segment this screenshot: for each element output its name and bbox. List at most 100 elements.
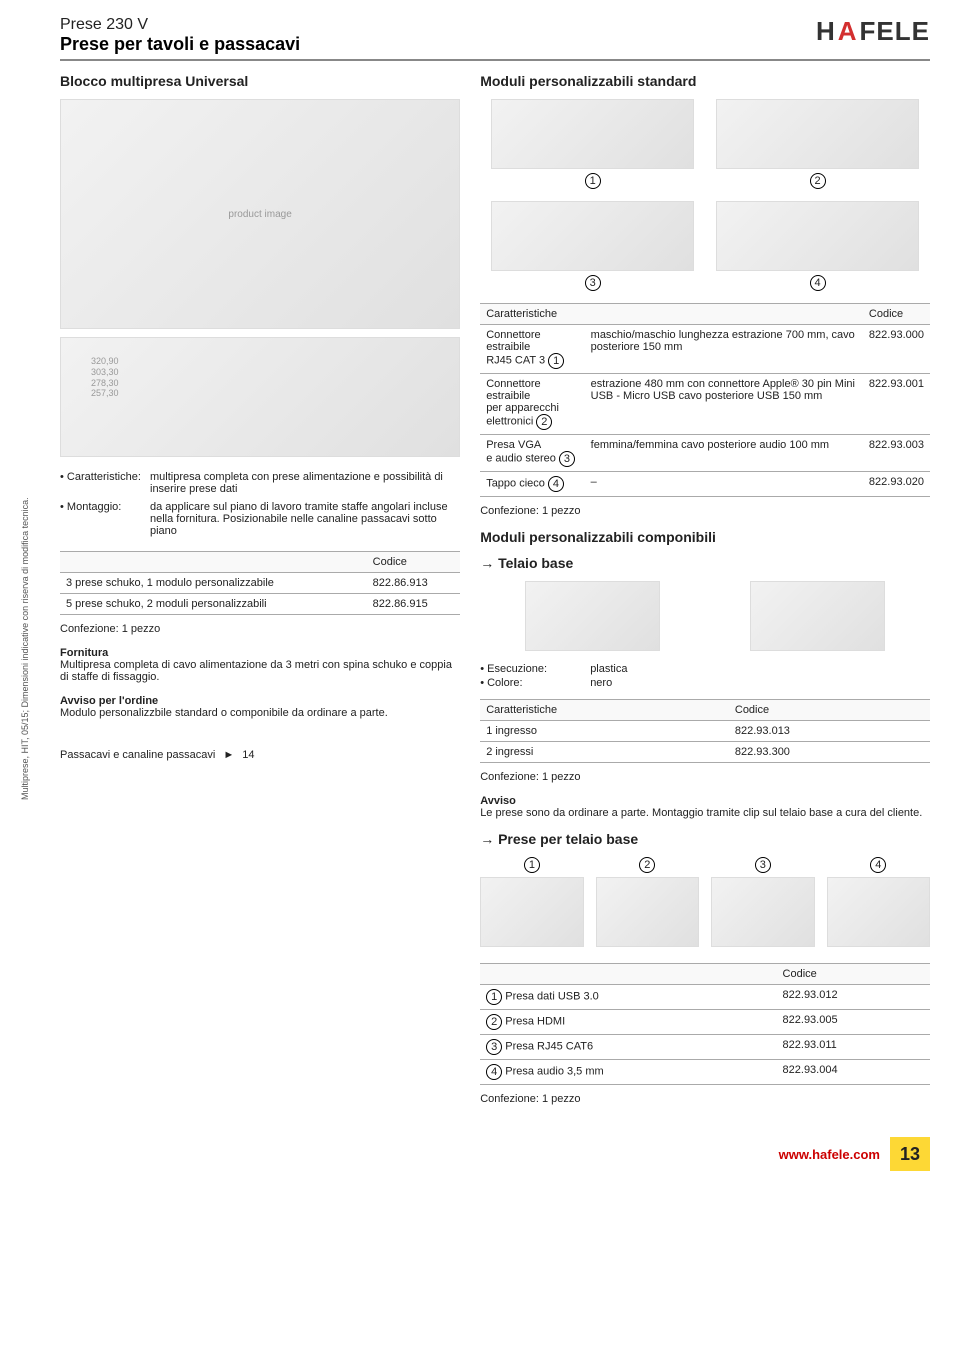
presa-image-3 (711, 877, 814, 947)
table1-header-codice: Codice (367, 552, 461, 573)
colore-value: nero (590, 677, 612, 689)
t2-r1-code: 822.93.000 (863, 325, 930, 374)
t2-r1-c2: maschio/maschio lunghezza estrazione 700… (585, 325, 863, 374)
dim-4: 257,30 (91, 388, 119, 399)
circled-p3-icon: 3 (755, 857, 771, 873)
t3-r1-code: 822.93.013 (729, 721, 930, 742)
arrow-icon: ► (223, 749, 234, 761)
right-column: Moduli personalizzabili standard 1 2 3 (480, 73, 930, 1117)
dim-2: 303,30 (91, 367, 119, 378)
t2-r3-c2: femmina/femmina cavo posteriore audio 10… (585, 435, 863, 472)
module-images-row-1: 1 2 (480, 99, 930, 189)
table-prese-telaio: Codice 1 Presa dati USB 3.0 822.93.012 2… (480, 963, 930, 1085)
t3-r2-desc: 2 ingressi (480, 742, 729, 763)
crossref: Passacavi e canaline passacavi ► 14 (60, 749, 460, 761)
t2-r4-c1: Tappo cieco 4 (480, 472, 584, 497)
module-images-row-2: 3 4 (480, 201, 930, 291)
prese-telaio-images: 1 2 3 4 (480, 857, 930, 947)
circled-p2-icon: 2 (639, 857, 655, 873)
footer-url: www.hafele.com (779, 1147, 880, 1162)
mounting-label: Montaggio: (60, 501, 150, 537)
characteristics-list: Caratteristiche: multipresa completa con… (60, 471, 460, 537)
telaio-base-title: Telaio base (480, 555, 930, 571)
technical-drawing: 320,90 303,30 278,30 257,30 (60, 337, 460, 457)
circled-1-icon: 1 (585, 173, 601, 189)
t2-r4-code: 822.93.020 (863, 472, 930, 497)
t4-r4: 4 Presa audio 3,5 mm (480, 1060, 776, 1085)
telaio-image-1 (525, 581, 660, 651)
header-titles: Prese 230 V Prese per tavoli e passacavi (60, 16, 300, 55)
fornitura-title: Fornitura (60, 647, 460, 659)
brand-logo: HAFELE (816, 16, 930, 47)
t2-r4-c2: – (585, 472, 863, 497)
table3-header-caratteristiche: Caratteristiche (480, 700, 729, 721)
t2-r2-c2: estrazione 480 mm con connettore Apple® … (585, 374, 863, 435)
presa-image-4 (827, 877, 930, 947)
confezione-4: Confezione: 1 pezzo (480, 1093, 930, 1105)
t2-r3-c1: Presa VGA e audio stereo 3 (480, 435, 584, 472)
dim-3: 278,30 (91, 378, 119, 389)
table1-row1-code: 822.86.913 (367, 573, 461, 594)
circled-4-icon: 4 (810, 275, 826, 291)
t4-r4-code: 822.93.004 (777, 1060, 930, 1085)
dimension-values: 320,90 303,30 278,30 257,30 (91, 356, 119, 399)
module-image-4 (716, 201, 918, 271)
table-telaio: Caratteristiche Codice 1 ingresso 822.93… (480, 699, 930, 763)
table-multipresa: Codice 3 prese schuko, 1 modulo personal… (60, 551, 460, 615)
table3-header-codice: Codice (729, 700, 930, 721)
t4-r3: 3 Presa RJ45 CAT6 (480, 1035, 776, 1060)
prese-telaio-title: Prese per telaio base (480, 831, 930, 847)
avviso-2: Avviso Le prese sono da ordinare a parte… (480, 795, 930, 819)
t2-r3-code: 822.93.003 (863, 435, 930, 472)
esecuzione-value: plastica (590, 663, 627, 675)
t4-r2-code: 822.93.005 (777, 1010, 930, 1035)
header-title-1: Prese 230 V (60, 16, 300, 34)
page-header: Prese 230 V Prese per tavoli e passacavi… (60, 16, 930, 61)
table1-row2-desc: 5 prese schuko, 2 moduli personalizzabil… (60, 594, 367, 615)
componibili-title: Moduli personalizzabili componibili (480, 529, 930, 545)
page-number: 13 (890, 1137, 930, 1171)
left-section-title: Blocco multipresa Universal (60, 73, 460, 89)
presa-image-2 (596, 877, 699, 947)
t2-r2-code: 822.93.001 (863, 374, 930, 435)
page-footer: www.hafele.com 13 (60, 1137, 930, 1171)
t3-r2-code: 822.93.300 (729, 742, 930, 763)
table-moduli-standard: Caratteristiche Codice Connettore estrai… (480, 303, 930, 497)
module-image-1 (491, 99, 693, 169)
product-image-multipresa: product image (60, 99, 460, 329)
fornitura-block: Fornitura Multipresa completa di cavo al… (60, 647, 460, 683)
crossref-page: 14 (242, 749, 254, 761)
mounting-value: da applicare sul piano di lavoro tramite… (150, 501, 460, 537)
module-image-3 (491, 201, 693, 271)
table4-header-codice: Codice (777, 964, 930, 985)
module-image-2 (716, 99, 918, 169)
right-section-title: Moduli personalizzabili standard (480, 73, 930, 89)
t4-r1: 1 Presa dati USB 3.0 (480, 985, 776, 1010)
fornitura-text: Multipresa completa di cavo alimentazion… (60, 659, 452, 683)
avviso2-text: Le prese sono da ordinare a parte. Monta… (480, 807, 922, 819)
side-copyright-text: Multiprese, HIT, 05/15; Dimensioni indic… (20, 497, 30, 800)
characteristics-value: multipresa completa con prese alimentazi… (150, 471, 460, 495)
telaio-image-2 (750, 581, 885, 651)
table2-header-codice: Codice (863, 304, 930, 325)
table1-row1-desc: 3 prese schuko, 1 modulo personalizzabil… (60, 573, 367, 594)
t4-r3-code: 822.93.011 (777, 1035, 930, 1060)
left-column: Blocco multipresa Universal product imag… (60, 73, 460, 1117)
t2-r2-c1: Connettore estraibile per apparecchi ele… (480, 374, 584, 435)
t2-r1-c1: Connettore estraibile RJ45 CAT 3 1 (480, 325, 584, 374)
colore-label: Colore: (480, 677, 590, 689)
confezione-3: Confezione: 1 pezzo (480, 771, 930, 783)
t4-r1-code: 822.93.012 (777, 985, 930, 1010)
header-title-2: Prese per tavoli e passacavi (60, 34, 300, 55)
esecuzione-label: Esecuzione: (480, 663, 590, 675)
circled-3-icon: 3 (585, 275, 601, 291)
t3-r1-desc: 1 ingresso (480, 721, 729, 742)
t4-r2: 2 Presa HDMI (480, 1010, 776, 1035)
confezione-2: Confezione: 1 pezzo (480, 505, 930, 517)
circled-p4-icon: 4 (870, 857, 886, 873)
avviso-text: Modulo personalizzbile standard o compon… (60, 707, 388, 719)
crossref-label: Passacavi e canaline passacavi (60, 749, 215, 761)
telaio-specs: Esecuzione: plastica Colore: nero (480, 663, 930, 689)
presa-image-1 (480, 877, 583, 947)
avviso2-title: Avviso (480, 795, 930, 807)
